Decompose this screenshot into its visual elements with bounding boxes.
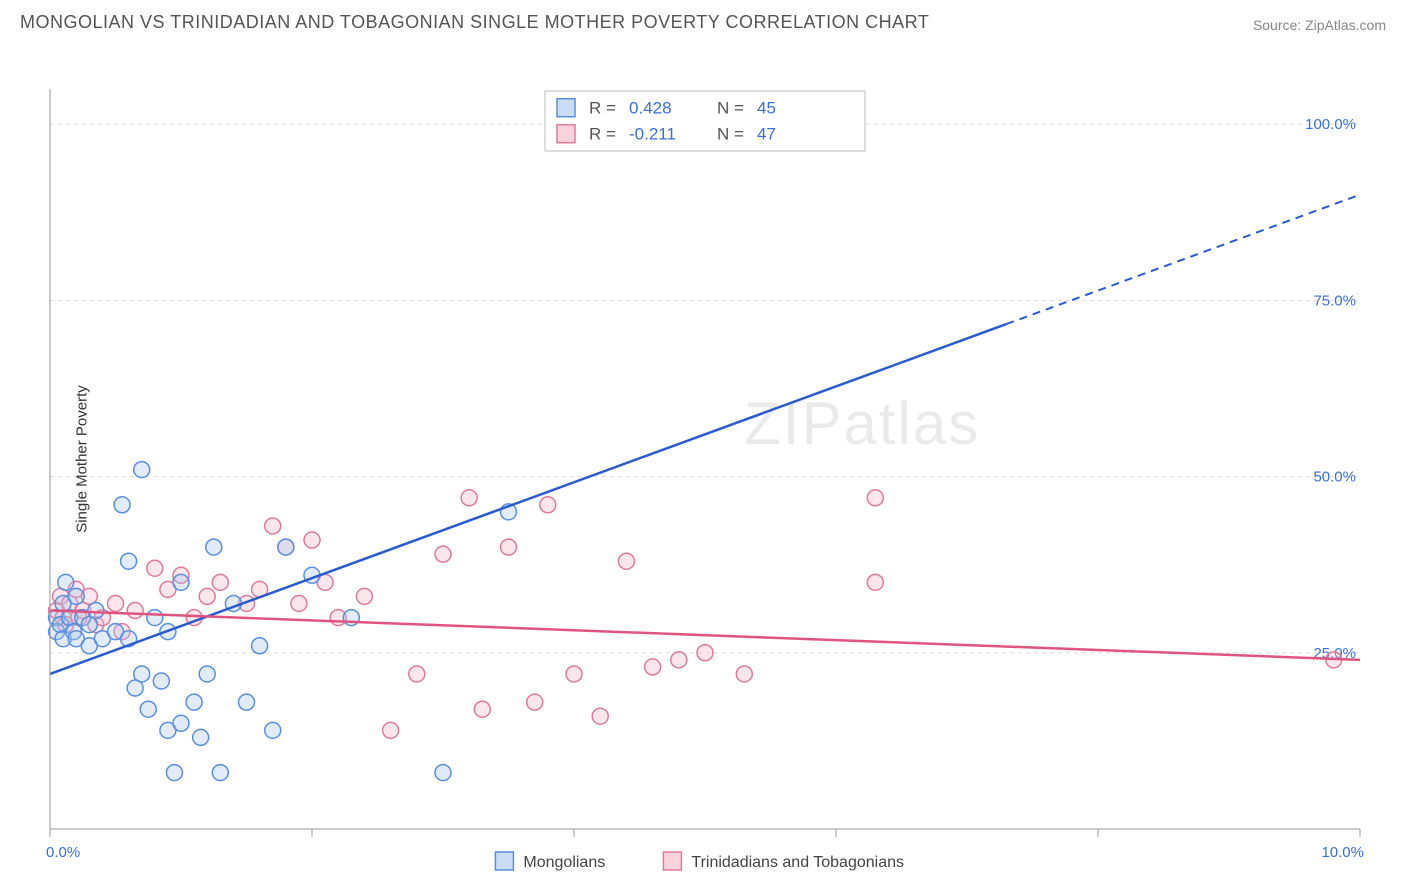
- data-point: [212, 765, 228, 781]
- data-point: [867, 490, 883, 506]
- data-point: [252, 638, 268, 654]
- data-point: [134, 666, 150, 682]
- data-point: [474, 701, 490, 717]
- data-point: [127, 603, 143, 619]
- stats-n-value: 45: [757, 99, 776, 118]
- data-point: [291, 595, 307, 611]
- y-tick-label: 100.0%: [1305, 116, 1356, 133]
- scatter-chart: 25.0%50.0%75.0%100.0%ZIPatlas0.0%10.0%R …: [0, 39, 1406, 879]
- data-point: [304, 532, 320, 548]
- y-tick-label: 75.0%: [1313, 292, 1356, 309]
- data-point: [114, 497, 130, 513]
- data-point: [697, 645, 713, 661]
- legend-label: Trinidadians and Tobagonians: [691, 854, 904, 871]
- legend-swatch: [663, 852, 681, 870]
- x-tick-label: 0.0%: [46, 844, 80, 861]
- data-point: [435, 546, 451, 562]
- legend-swatch: [495, 852, 513, 870]
- stats-r-label: R =: [589, 99, 616, 118]
- data-point: [461, 490, 477, 506]
- source-attribution: Source: ZipAtlas.com: [1253, 17, 1386, 33]
- data-point: [88, 603, 104, 619]
- data-point: [140, 701, 156, 717]
- data-point: [435, 765, 451, 781]
- y-tick-label: 50.0%: [1313, 469, 1356, 486]
- data-point: [239, 694, 255, 710]
- stats-swatch: [557, 99, 575, 117]
- stats-r-value: -0.211: [629, 125, 676, 144]
- data-point: [134, 462, 150, 478]
- data-point: [153, 673, 169, 689]
- data-point: [736, 666, 752, 682]
- data-point: [199, 588, 215, 604]
- data-point: [108, 595, 124, 611]
- stats-r-label: R =: [589, 125, 616, 144]
- data-point: [68, 588, 84, 604]
- y-axis-label: Single Mother Poverty: [73, 385, 90, 533]
- data-point: [409, 666, 425, 682]
- data-point: [265, 518, 281, 534]
- data-point: [566, 666, 582, 682]
- x-tick-label: 10.0%: [1321, 844, 1364, 861]
- data-point: [540, 497, 556, 513]
- chart-header: MONGOLIAN VS TRINIDADIAN AND TOBAGONIAN …: [0, 0, 1406, 39]
- data-point: [121, 553, 137, 569]
- trend-line: [50, 324, 1006, 674]
- data-point: [618, 553, 634, 569]
- stats-r-value: 0.428: [629, 99, 672, 118]
- chart-title: MONGOLIAN VS TRINIDADIAN AND TOBAGONIAN …: [20, 12, 929, 33]
- chart-container: Single Mother Poverty 25.0%50.0%75.0%100…: [0, 39, 1406, 879]
- data-point: [199, 666, 215, 682]
- data-point: [592, 708, 608, 724]
- data-point: [265, 722, 281, 738]
- data-point: [173, 574, 189, 590]
- data-point: [206, 539, 222, 555]
- data-point: [645, 659, 661, 675]
- data-point: [58, 574, 74, 590]
- data-point: [147, 560, 163, 576]
- stats-n-label: N =: [717, 125, 744, 144]
- data-point: [193, 729, 209, 745]
- data-point: [173, 715, 189, 731]
- trend-line-extrapolated: [1006, 195, 1360, 324]
- legend-label: Mongolians: [523, 854, 605, 871]
- data-point: [147, 610, 163, 626]
- data-point: [356, 588, 372, 604]
- data-point: [186, 694, 202, 710]
- data-point: [867, 574, 883, 590]
- data-point: [527, 694, 543, 710]
- data-point: [212, 574, 228, 590]
- data-point: [671, 652, 687, 668]
- stats-swatch: [557, 125, 575, 143]
- data-point: [383, 722, 399, 738]
- data-point: [166, 765, 182, 781]
- watermark: ZIPatlas: [744, 390, 980, 457]
- data-point: [278, 539, 294, 555]
- stats-n-value: 47: [757, 125, 776, 144]
- data-point: [501, 539, 517, 555]
- stats-n-label: N =: [717, 99, 744, 118]
